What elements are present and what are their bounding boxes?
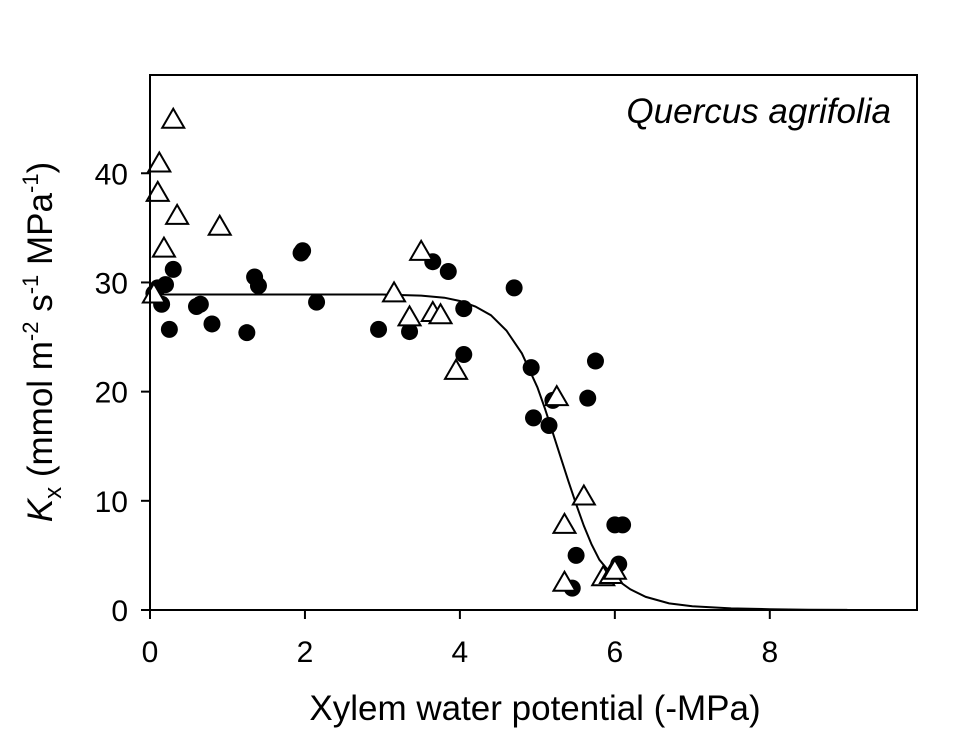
y-axis-label-units: MPa — [21, 192, 60, 274]
data-point-filled-circle — [294, 242, 312, 260]
data-point-filled-circle — [525, 409, 542, 427]
data-point-filled-circle — [160, 320, 178, 338]
data-point-open-triangle — [551, 511, 578, 534]
data-point-filled-circle — [249, 277, 267, 295]
data-point-open-triangle — [427, 302, 454, 325]
data-point-filled-circle — [455, 300, 473, 318]
y-axis-label-units: (mmol m — [21, 341, 60, 487]
x-tick-label: 6 — [607, 636, 624, 669]
data-point-filled-circle — [238, 324, 256, 342]
x-axis-label: Xylem water potential (-MPa) — [309, 689, 760, 728]
fit-curve-layer — [150, 293, 848, 611]
data-point-filled-circle — [522, 359, 540, 377]
data-point-filled-circle — [401, 323, 419, 341]
data-point-filled-circle — [370, 320, 388, 338]
x-tick-label: 0 — [142, 636, 159, 669]
data-point-open-triangle — [151, 235, 177, 258]
data-point-open-triangle — [164, 202, 190, 225]
data-point-filled-circle — [203, 315, 221, 333]
data-point-open-triangle — [160, 106, 186, 129]
data-point-filled-circle — [540, 416, 558, 434]
data-point-filled-circle — [164, 260, 182, 278]
y-axis-ticks: 0 10 20 30 40 — [95, 158, 150, 628]
data-points-layer — [141, 106, 632, 597]
species-annotation: Quercus agrifolia — [626, 92, 891, 131]
data-point-filled-circle — [156, 276, 174, 294]
data-point-open-triangle — [145, 179, 171, 202]
y-axis-label-units: s — [21, 294, 60, 321]
data-point-open-triangle — [571, 483, 597, 506]
y-axis-label: Kx (mmol m-2 s-1 MPa-1) — [18, 162, 67, 522]
data-point-open-triangle — [146, 150, 173, 173]
y-tick-label: 20 — [95, 377, 128, 410]
data-point-filled-circle — [455, 346, 473, 364]
data-point-filled-circle — [586, 352, 604, 370]
data-point-filled-circle — [439, 263, 457, 281]
data-point-filled-circle — [614, 516, 632, 534]
data-point-open-triangle — [551, 569, 578, 592]
data-point-open-triangle — [602, 557, 628, 580]
y-tick-label: 40 — [95, 158, 128, 191]
data-point-open-triangle — [544, 384, 570, 407]
y-axis-label-exponent: -1 — [18, 173, 43, 193]
x-tick-label: 8 — [761, 636, 778, 669]
y-axis-label-symbol: K — [21, 497, 60, 522]
data-point-filled-circle — [308, 293, 326, 311]
y-tick-label: 0 — [111, 595, 128, 628]
data-point-open-triangle — [381, 280, 407, 303]
plot-area — [141, 106, 848, 611]
data-point-open-triangle — [408, 238, 434, 261]
y-axis-label-exponent: -2 — [18, 321, 43, 341]
data-point-open-triangle — [141, 281, 167, 304]
y-axis-label-subscript: x — [40, 487, 67, 499]
plot-frame — [149, 74, 918, 611]
y-axis-label-units: ) — [21, 162, 60, 174]
fit-curve — [150, 293, 848, 611]
y-axis-label-exponent: -1 — [18, 275, 43, 295]
y-tick-label: 10 — [95, 486, 128, 519]
data-point-filled-circle — [191, 295, 209, 313]
y-tick-label: 30 — [95, 267, 128, 300]
data-point-open-triangle — [396, 304, 423, 327]
x-tick-label: 2 — [297, 636, 314, 669]
data-point-filled-circle — [567, 546, 585, 564]
data-point-filled-circle — [579, 389, 597, 407]
x-tick-label: 4 — [452, 636, 469, 669]
data-point-open-triangle — [443, 357, 469, 380]
data-point-filled-circle — [505, 279, 523, 297]
x-axis-ticks: 0 2 4 6 8 — [142, 610, 778, 669]
data-point-open-triangle — [206, 213, 233, 236]
